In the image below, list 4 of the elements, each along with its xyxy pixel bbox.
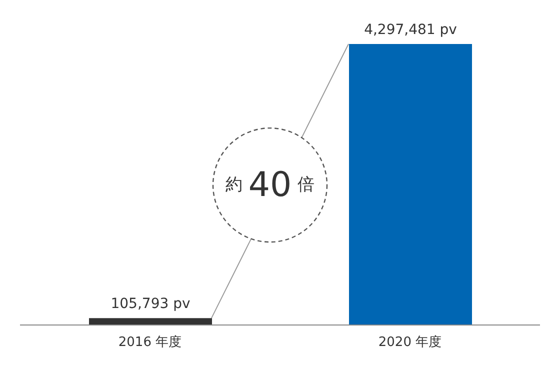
x-tick-label: 2020 年度 bbox=[378, 334, 442, 350]
data-label: 105,793 pv bbox=[110, 296, 190, 312]
x-tick-label: 2016 年度 bbox=[118, 334, 182, 350]
data-label: 4,297,481 pv bbox=[364, 22, 457, 38]
